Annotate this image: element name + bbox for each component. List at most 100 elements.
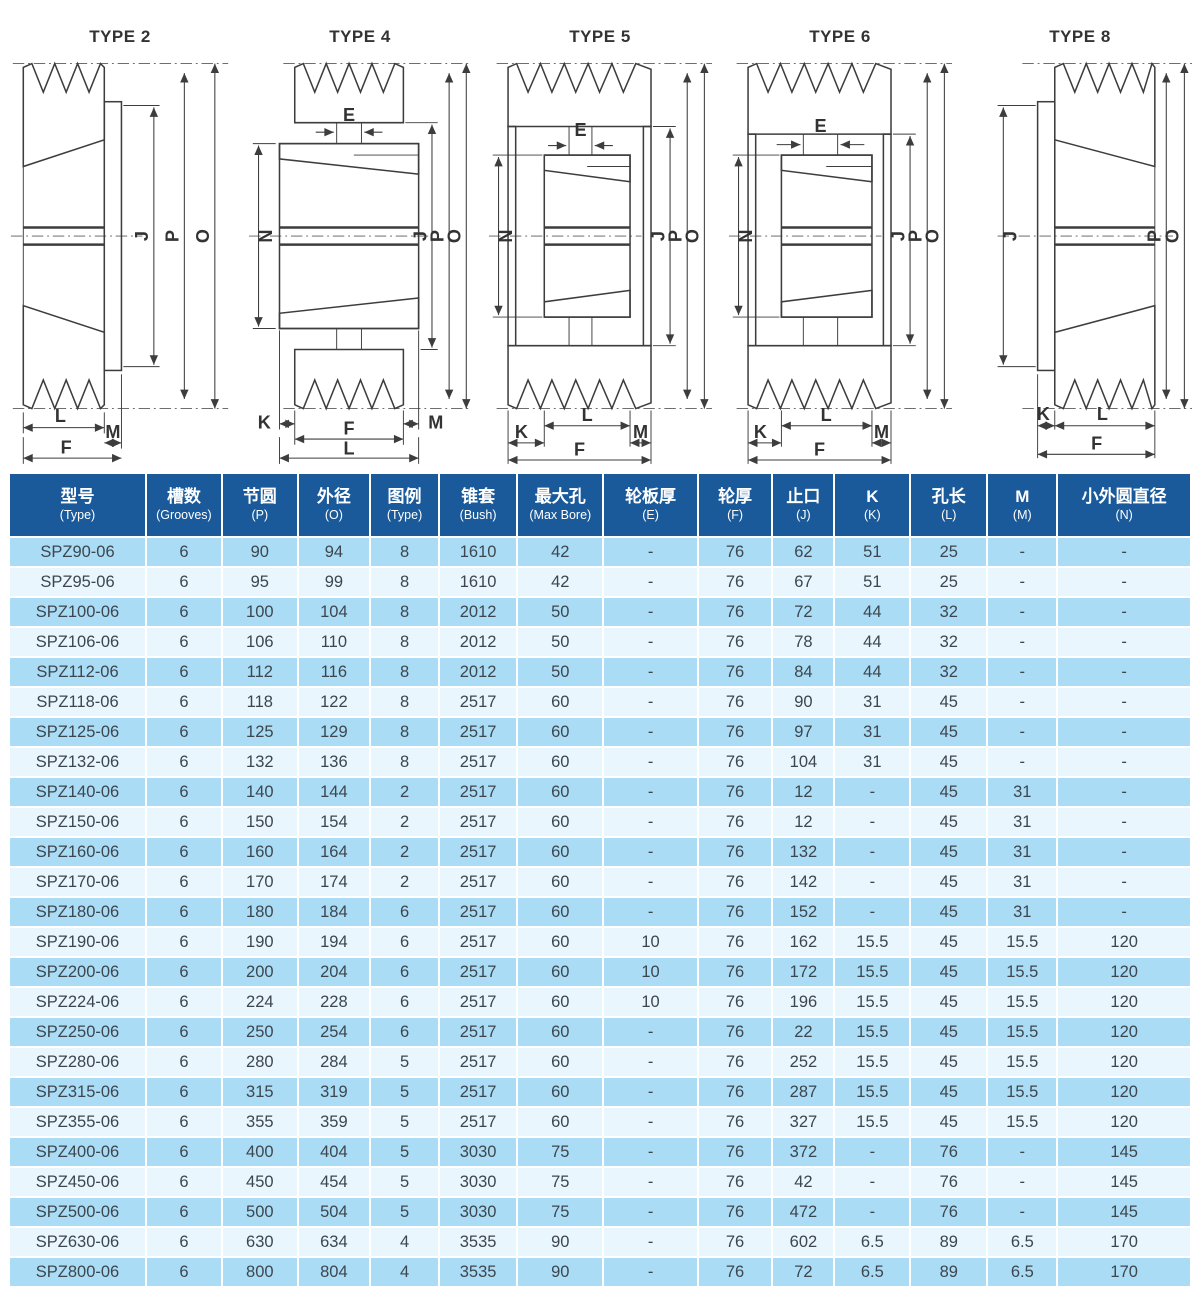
table-cell: 170 — [222, 868, 297, 896]
table-cell: - — [1058, 778, 1190, 806]
table-cell: 355 — [222, 1108, 297, 1136]
table-row: SPZ224-06 6 224 228 6 2517 60 10 76 196 15.5 45 15.5… — [10, 988, 1190, 1016]
table-cell: - — [1058, 658, 1190, 686]
column-header-zh: 图例 — [387, 487, 422, 506]
table-cell: 76 — [698, 928, 772, 956]
table-cell: - — [604, 1168, 697, 1196]
table-cell: 6 — [371, 898, 439, 926]
table-cell: 15.5 — [835, 1108, 910, 1136]
table-cell: SPZ280-06 — [10, 1048, 146, 1076]
table-cell: 5 — [371, 1048, 439, 1076]
table-cell: SPZ630-06 — [10, 1228, 146, 1256]
table-cell: 6 — [147, 898, 221, 926]
dim-label-J: J — [648, 231, 668, 241]
table-cell: 76 — [698, 628, 772, 656]
column-header-zh: 型号 — [60, 487, 95, 506]
table-row: SPZ200-06 6 200 204 6 2517 60 10 76 172 15.5 45 15.5… — [10, 958, 1190, 986]
dim-label-J: J — [888, 231, 908, 241]
column-header-zh: 轮板厚 — [625, 487, 677, 506]
table-cell: - — [604, 628, 697, 656]
table-cell: 15.5 — [988, 988, 1057, 1016]
table-cell: 60 — [518, 1018, 603, 1046]
table-cell: 12 — [773, 778, 834, 806]
table-cell: 804 — [298, 1258, 370, 1286]
table-cell: - — [604, 1198, 697, 1226]
table-cell: 76 — [911, 1198, 987, 1226]
column-header: 轮板厚 (E) — [604, 474, 697, 536]
table-cell: - — [835, 1138, 910, 1166]
table-cell: - — [988, 568, 1057, 596]
table-cell: 132 — [773, 838, 834, 866]
table-cell: 25 — [911, 568, 987, 596]
diagram-title-type-4: TYPE 4 — [329, 27, 391, 46]
table-cell: 50 — [518, 598, 603, 626]
table-cell: - — [988, 1168, 1057, 1196]
table-cell: 2 — [371, 868, 439, 896]
dim-label-N: N — [255, 230, 275, 243]
dim-label-F: F — [343, 418, 354, 438]
column-header-zh: 轮厚 — [718, 487, 753, 506]
table-cell: 6 — [147, 838, 221, 866]
table-cell: 60 — [518, 1078, 603, 1106]
pulley-drawing-type-4: E N J P O K M F — [248, 61, 472, 464]
dim-label-O: O — [1162, 229, 1182, 243]
diagram-title-type-5: TYPE 5 — [569, 27, 631, 46]
table-cell: 104 — [773, 748, 834, 776]
dim-label-E: E — [343, 105, 355, 125]
diagram-type-2: TYPE 2 J P — [0, 0, 240, 472]
table-cell: 2517 — [440, 898, 517, 926]
table-cell: 3030 — [440, 1168, 517, 1196]
table-cell: 76 — [698, 898, 772, 926]
table-cell: 76 — [698, 868, 772, 896]
table-cell: SPZ450-06 — [10, 1168, 146, 1196]
table-cell: 6 — [147, 1258, 221, 1286]
spec-table-header-row: 型号 (Type) 槽数 (Grooves) 节圆 (P) 外径 (O) 图例 (Type) 锥套 (… — [10, 474, 1190, 536]
table-cell: 144 — [298, 778, 370, 806]
table-row: SPZ355-06 6 355 359 5 2517 60-76 327 15.5 45 15.5 1… — [10, 1108, 1190, 1136]
table-cell: 5 — [371, 1078, 439, 1106]
diagrams-section: TYPE 2 J P — [0, 0, 1200, 472]
column-header-zh: 最大孔 — [534, 487, 586, 506]
table-cell: 120 — [1058, 988, 1190, 1016]
table-cell: - — [835, 778, 910, 806]
table-row: SPZ100-06 6 100 104 8 2012 50-76 72 44 32- - — [10, 598, 1190, 626]
table-cell: 190 — [222, 928, 297, 956]
table-cell: 6 — [371, 1018, 439, 1046]
table-cell: 3030 — [440, 1138, 517, 1166]
table-cell: 2517 — [440, 1078, 517, 1106]
table-cell: 6 — [147, 568, 221, 596]
table-cell: 5 — [371, 1198, 439, 1226]
table-cell: - — [604, 778, 697, 806]
table-cell: 6 — [147, 1018, 221, 1046]
table-cell: 472 — [773, 1198, 834, 1226]
table-cell: 45 — [911, 868, 987, 896]
table-cell: 45 — [911, 898, 987, 926]
table-cell: 2012 — [440, 658, 517, 686]
table-cell: 15.5 — [835, 988, 910, 1016]
dim-label-F: F — [574, 439, 585, 459]
table-cell: SPZ125-06 — [10, 718, 146, 746]
table-cell: - — [604, 868, 697, 896]
table-cell: 72 — [773, 598, 834, 626]
table-cell: 42 — [518, 538, 603, 566]
table-cell: 2517 — [440, 958, 517, 986]
table-cell: 116 — [298, 658, 370, 686]
table-cell: - — [604, 748, 697, 776]
table-cell: 67 — [773, 568, 834, 596]
table-cell: 8 — [371, 748, 439, 776]
table-cell: 287 — [773, 1078, 834, 1106]
dim-label-F: F — [60, 437, 71, 457]
column-header: 止口 (J) — [773, 474, 834, 536]
table-cell: 76 — [698, 1258, 772, 1286]
table-cell: 129 — [298, 718, 370, 746]
table-cell: 1610 — [440, 568, 517, 596]
table-cell: 31 — [988, 808, 1057, 836]
table-cell: 224 — [222, 988, 297, 1016]
table-cell: - — [835, 898, 910, 926]
dim-label-F: F — [1091, 434, 1102, 454]
table-cell: 145 — [1058, 1138, 1190, 1166]
column-header-zh: 锥套 — [461, 487, 496, 506]
table-cell: SPZ95-06 — [10, 568, 146, 596]
table-cell: 5 — [371, 1168, 439, 1196]
dim-label-M: M — [873, 422, 888, 442]
